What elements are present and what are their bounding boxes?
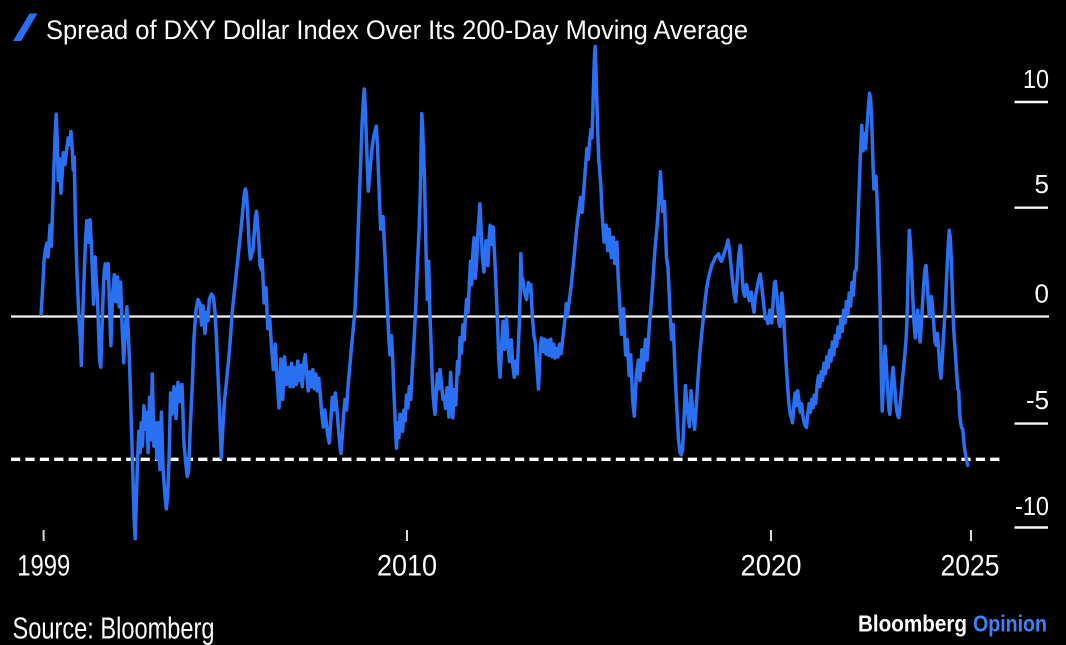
svg-text:1999: 1999 [17, 550, 70, 583]
svg-text:Source: Bloomberg: Source: Bloomberg [13, 612, 215, 645]
svg-text:-5: -5 [1026, 385, 1049, 415]
svg-text:2020: 2020 [741, 550, 802, 583]
svg-text:0: 0 [1035, 279, 1049, 309]
svg-text:5: 5 [1035, 169, 1049, 199]
svg-text:-10: -10 [1015, 491, 1049, 521]
svg-text:2010: 2010 [377, 550, 437, 583]
svg-text:Opinion: Opinion [973, 611, 1047, 637]
svg-text:10: 10 [1023, 64, 1049, 94]
svg-text:Bloomberg: Bloomberg [858, 611, 967, 637]
svg-text:Spread of DXY Dollar Index Ove: Spread of DXY Dollar Index Over Its 200-… [46, 15, 748, 45]
svg-text:2025: 2025 [941, 550, 1000, 583]
